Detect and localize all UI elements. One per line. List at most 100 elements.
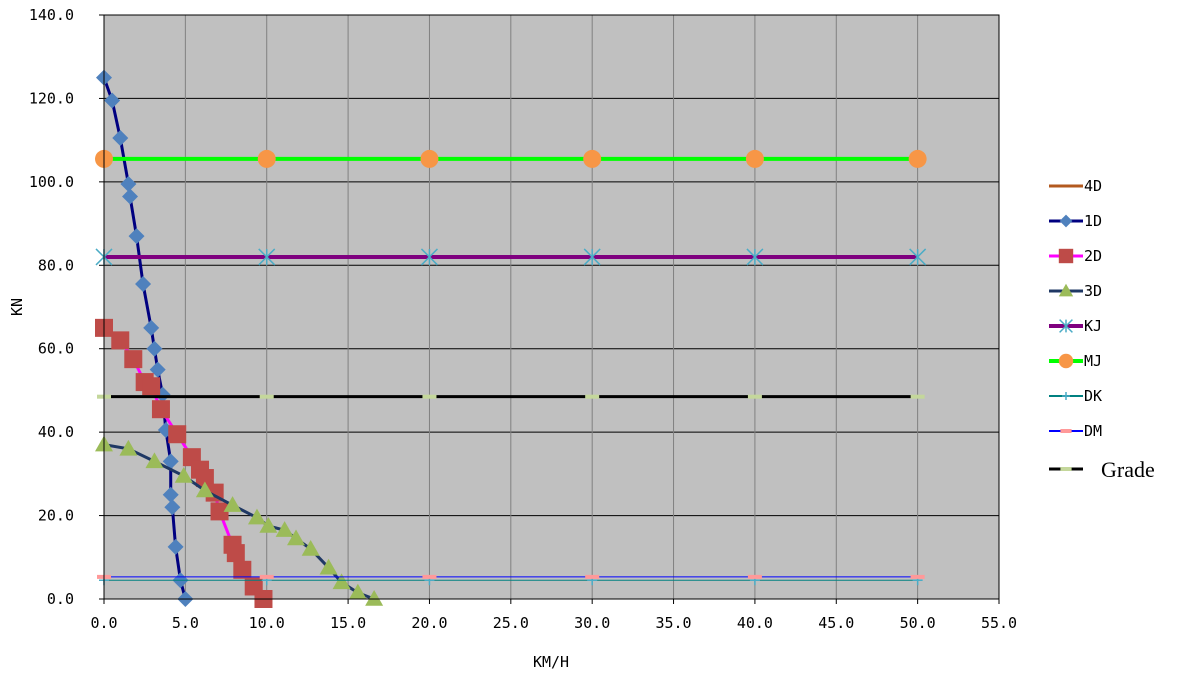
data-point: [422, 394, 437, 399]
data-point: [908, 149, 927, 168]
data-point: [747, 574, 762, 579]
legend-item-kj: KJ: [1049, 317, 1102, 335]
data-point: [319, 558, 338, 575]
data-point: [910, 394, 925, 399]
series-grade: [97, 394, 925, 399]
legend-marker: [1058, 248, 1074, 264]
data-point: [301, 539, 320, 556]
data-point: [151, 400, 170, 419]
data-point: [910, 574, 925, 579]
plot-area: [104, 15, 999, 599]
x-axis-title: KM/H: [533, 653, 569, 671]
legend-label: KJ: [1084, 317, 1102, 335]
data-point: [104, 92, 121, 109]
legend-label: MJ: [1084, 352, 1102, 370]
data-point: [128, 228, 145, 245]
data-point: [135, 276, 152, 293]
data-point: [164, 499, 181, 516]
data-point: [145, 452, 164, 469]
y-tick-label: 60.0: [38, 340, 74, 358]
data-point: [112, 130, 129, 147]
data-point: [120, 175, 137, 192]
data-point: [287, 529, 306, 546]
data-point: [746, 248, 764, 266]
data-point: [909, 248, 927, 266]
series-2d: [95, 318, 273, 608]
data-point: [420, 149, 439, 168]
series-1d: [96, 69, 194, 607]
legend-item-2d: 2D: [1049, 247, 1102, 265]
legend-item-3d: 3D: [1049, 282, 1102, 300]
y-tick-label: 20.0: [38, 507, 74, 525]
data-point: [124, 350, 143, 369]
data-point: [146, 340, 163, 357]
x-tick-label: 30.0: [574, 614, 610, 632]
legend-marker: [1060, 429, 1072, 433]
data-point: [332, 573, 351, 590]
y-tick-label: 40.0: [38, 423, 74, 441]
data-point: [226, 544, 245, 563]
y-tick-label: 0.0: [47, 590, 74, 608]
legend-label: 2D: [1084, 247, 1102, 265]
data-point: [583, 149, 602, 168]
data-point: [210, 502, 229, 521]
data-point: [745, 149, 764, 168]
data-point: [122, 188, 139, 205]
legend-label: DM: [1084, 422, 1102, 440]
x-tick-label: 0.0: [90, 614, 117, 632]
legend-marker: [1059, 319, 1073, 333]
x-tick-label: 35.0: [655, 614, 691, 632]
legend-item-dk: DK: [1049, 387, 1102, 405]
x-tick-label: 25.0: [493, 614, 529, 632]
legend-item-4d: 4D: [1049, 177, 1102, 195]
data-point: [422, 574, 437, 579]
y-tick-label: 80.0: [38, 256, 74, 274]
legend-label: Grade: [1101, 457, 1155, 482]
x-tick-label: 50.0: [900, 614, 936, 632]
data-point: [275, 521, 294, 537]
x-tick-label: 45.0: [818, 614, 854, 632]
data-point: [195, 469, 214, 488]
data-point: [259, 574, 274, 579]
legend-marker: [1059, 214, 1073, 228]
legend-item-grade: Grade: [1049, 457, 1155, 482]
data-point: [747, 394, 762, 399]
data-point: [585, 394, 600, 399]
y-axis-ticks: 0.0 20.0 40.0 60.0 80.0 100.0 120.0 140.0: [29, 6, 104, 608]
legend-marker: [1062, 392, 1070, 400]
data-point: [259, 394, 274, 399]
x-tick-label: 15.0: [330, 614, 366, 632]
y-tick-label: 120.0: [29, 89, 74, 107]
legend-label: 4D: [1084, 177, 1102, 195]
data-point: [142, 377, 161, 396]
data-point: [162, 486, 179, 503]
data-point: [585, 574, 600, 579]
legend-marker: [1058, 353, 1074, 369]
data-point: [168, 425, 187, 444]
legend-marker: [1058, 283, 1074, 297]
data-point: [348, 583, 367, 600]
data-point: [233, 560, 252, 579]
y-tick-label: 100.0: [29, 173, 74, 191]
data-point: [258, 248, 276, 266]
legend-label: 3D: [1084, 282, 1102, 300]
data-point: [119, 439, 138, 456]
legend-label: DK: [1084, 387, 1102, 405]
data-point: [583, 248, 601, 266]
data-point: [257, 149, 276, 168]
data-point: [143, 319, 160, 336]
x-tick-label: 40.0: [737, 614, 773, 632]
data-point: [111, 331, 130, 350]
data-point: [365, 590, 384, 606]
x-tick-label: 5.0: [172, 614, 199, 632]
data-point: [162, 453, 179, 470]
data-point: [149, 361, 166, 378]
data-point: [174, 466, 193, 483]
data-point: [259, 517, 278, 533]
data-point: [247, 508, 266, 525]
legend-label: 1D: [1084, 212, 1102, 230]
series-layer: [95, 69, 927, 608]
data-point: [420, 248, 438, 266]
data-point: [223, 496, 242, 512]
